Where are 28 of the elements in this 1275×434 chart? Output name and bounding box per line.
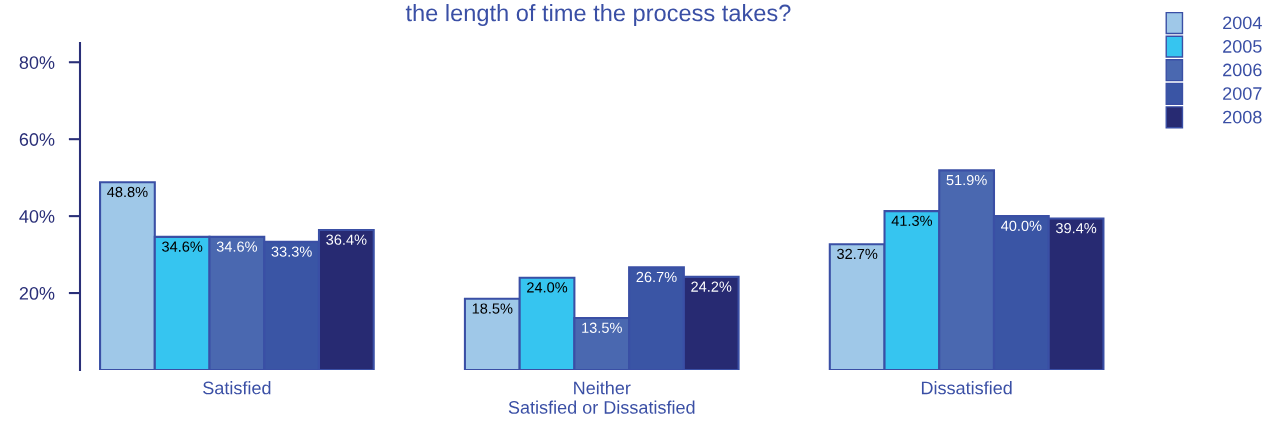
legend-label: 2006 bbox=[1223, 63, 1262, 77]
data-label: 36.4% bbox=[326, 234, 367, 245]
chart-title: the length of time the process takes? bbox=[405, 4, 791, 27]
data-label: 24.2% bbox=[691, 281, 732, 292]
x-tick-label: Neither Satisfied or Dissatisfied bbox=[508, 381, 695, 414]
data-label: 18.5% bbox=[472, 303, 513, 314]
data-label: 41.3% bbox=[891, 215, 933, 226]
data-label: 40.0% bbox=[1001, 220, 1042, 231]
data-label: 13.5% bbox=[582, 322, 622, 333]
y-tick-label: 80% bbox=[19, 56, 55, 69]
data-label: 33.3% bbox=[271, 246, 312, 257]
data-label: 51.9% bbox=[946, 174, 987, 186]
legend-label: 2008 bbox=[1223, 110, 1262, 124]
y-tick-label: 20% bbox=[19, 286, 55, 300]
data-label: 32.7% bbox=[837, 248, 878, 260]
data-label: 26.7% bbox=[636, 271, 677, 283]
legend-label: 2004 bbox=[1223, 16, 1262, 30]
legend-label: 2005 bbox=[1223, 40, 1262, 53]
x-tick-label: Dissatisfied bbox=[921, 381, 1012, 395]
y-tick-label: 40% bbox=[19, 210, 55, 223]
data-label: 48.8% bbox=[107, 186, 148, 198]
y-tick-label: 60% bbox=[19, 133, 55, 146]
data-label: 24.0% bbox=[527, 282, 568, 293]
data-label: 34.6% bbox=[162, 241, 203, 252]
data-label: 34.6% bbox=[216, 241, 258, 252]
data-label: 39.4% bbox=[1055, 222, 1097, 234]
legend-label: 2007 bbox=[1223, 87, 1262, 100]
x-tick-label: Satisfied bbox=[203, 381, 271, 395]
